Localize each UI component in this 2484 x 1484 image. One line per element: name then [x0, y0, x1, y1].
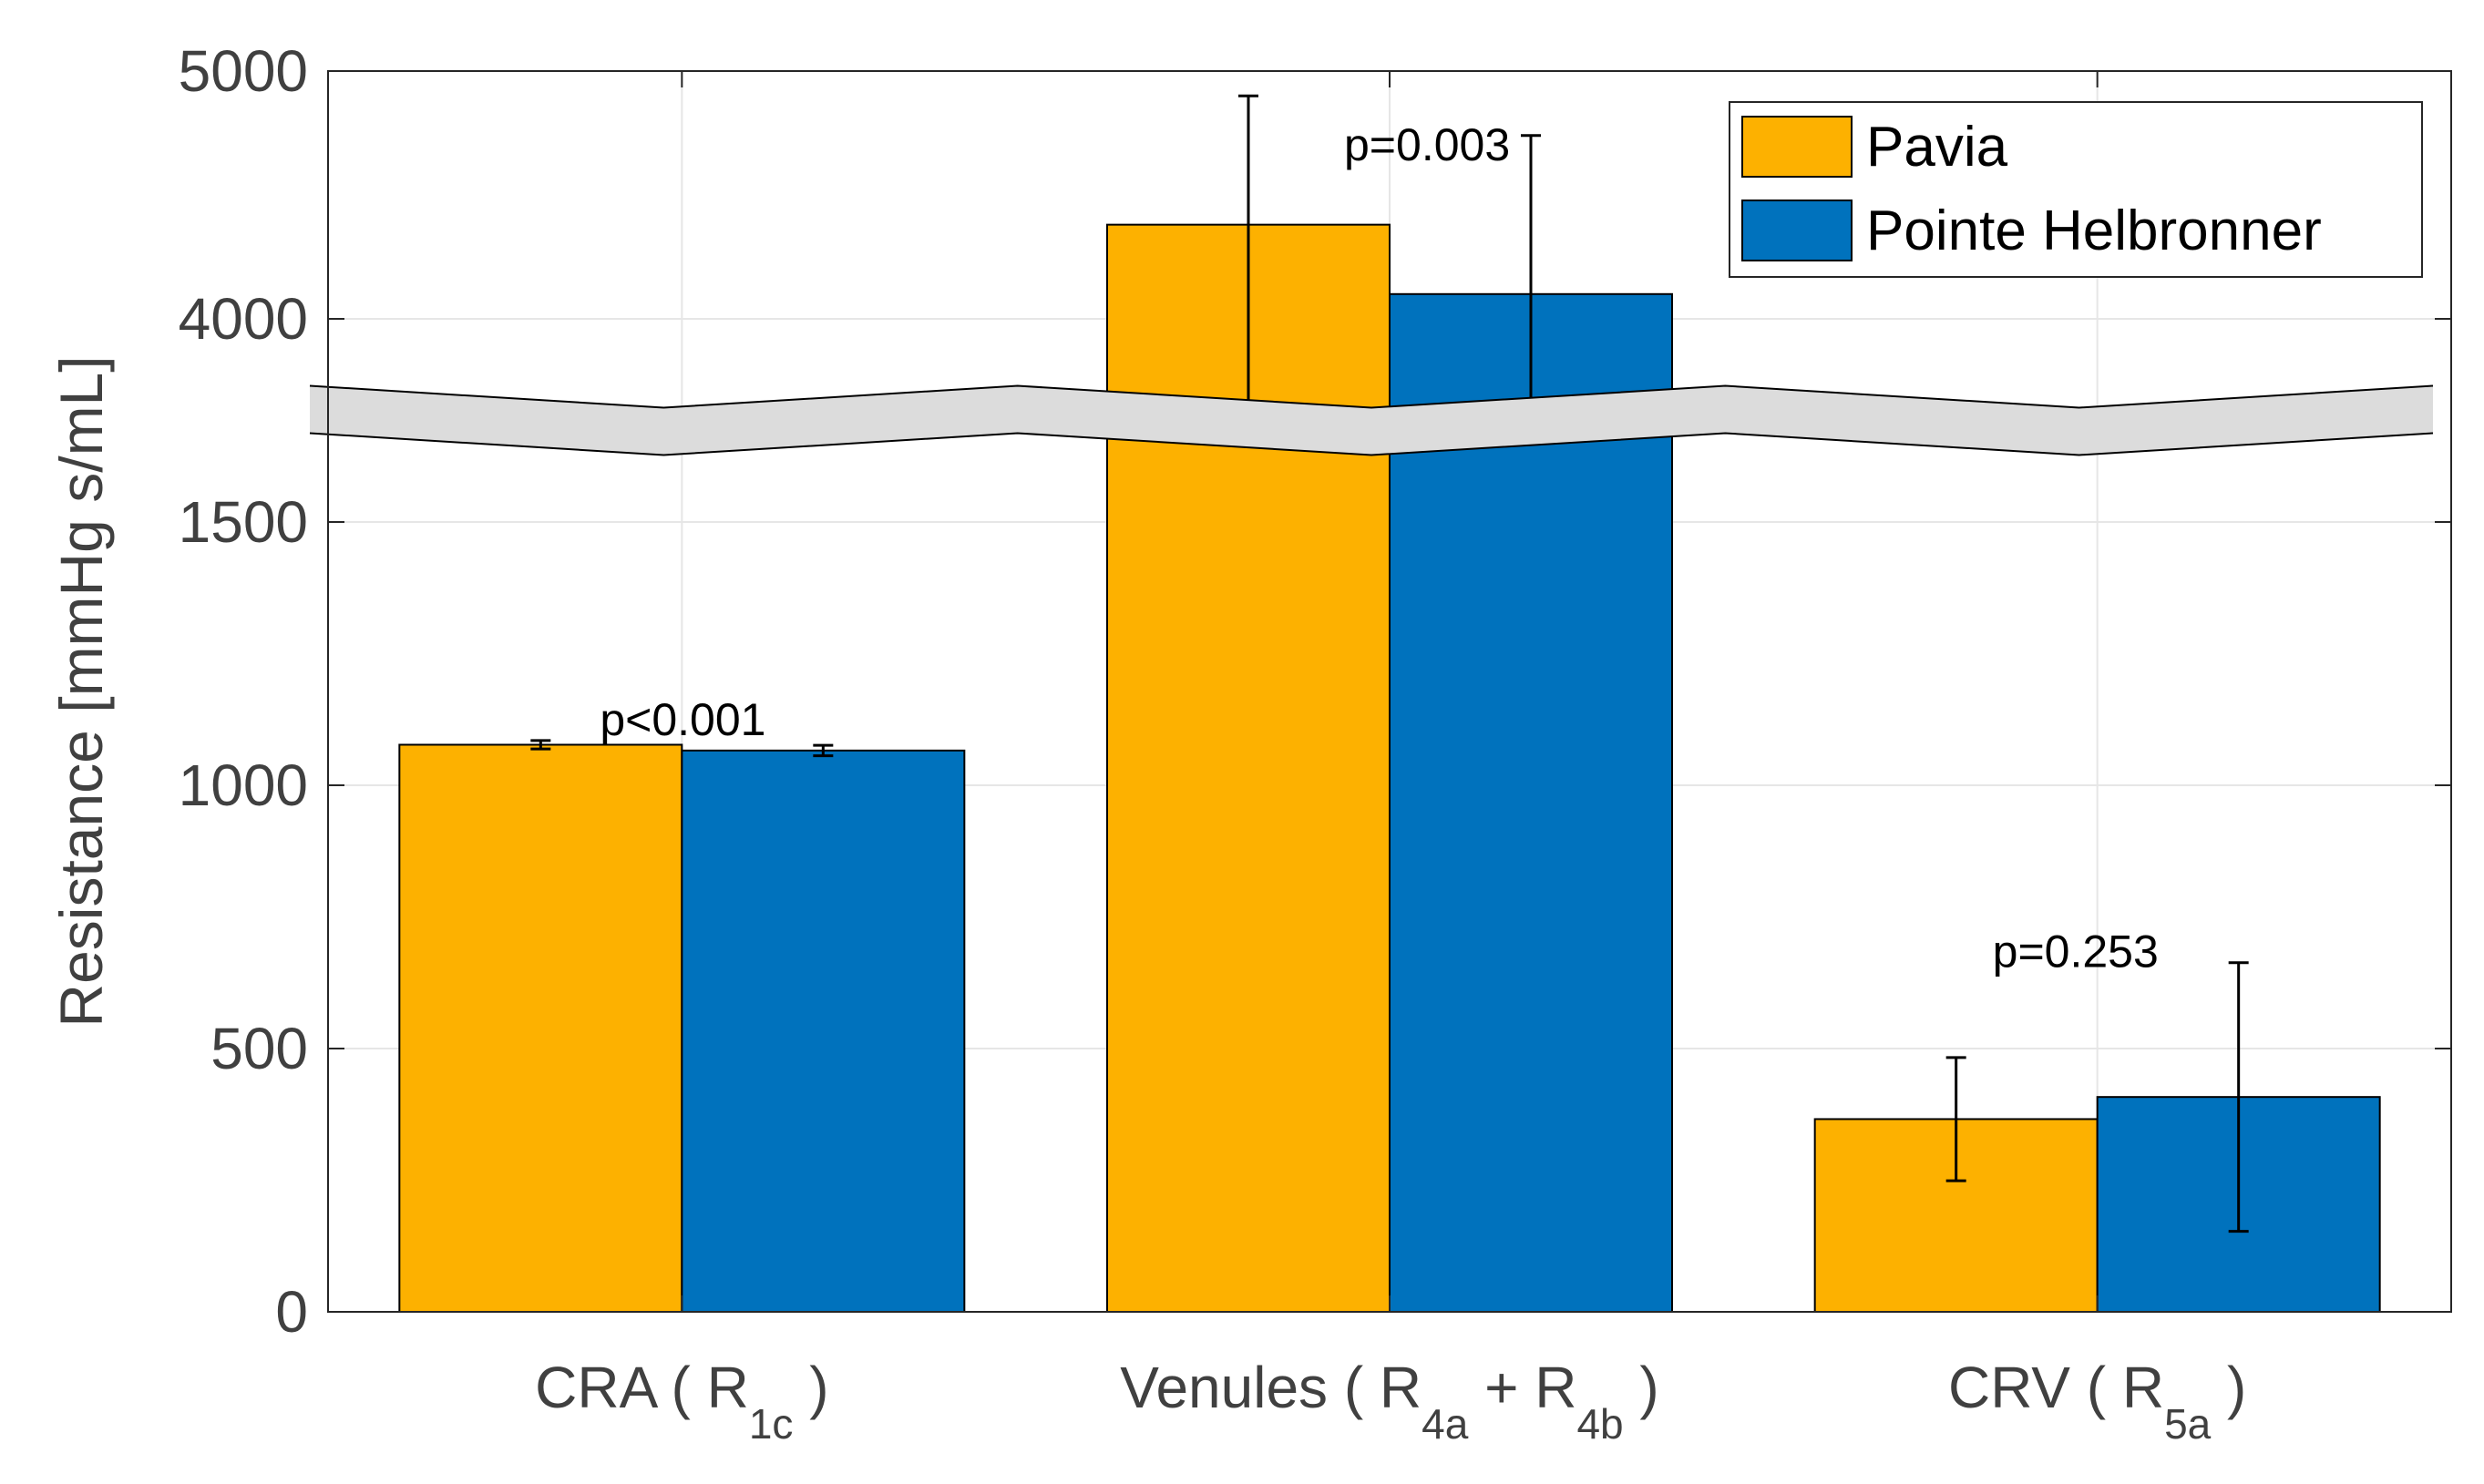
legend-label-pavia: Pavia: [1866, 116, 2008, 179]
bars: [398, 223, 2381, 1314]
legend-swatch-pavia: [1741, 116, 1853, 178]
x-tick-label: Venules ( R4a + R4b ): [1120, 1355, 1658, 1448]
x-tick-text: + R: [1468, 1355, 1576, 1420]
y-axis-label: Resistance [mmHg s/mL]: [47, 355, 115, 1027]
x-ticks: CRA ( R1c ) Venules ( R4a + R4b ) CRV ( R5…: [535, 71, 2246, 1448]
error-bars: [530, 94, 2249, 1233]
x-tick-subscript: 4b: [1576, 1400, 1623, 1448]
y-tick-label: 0: [275, 1279, 308, 1345]
x-tick-subscript: 5a: [2164, 1400, 2212, 1448]
axis-break-band: [310, 385, 2433, 455]
y-ticks: 0 500 1000 1500 4000 5000: [179, 38, 2451, 1345]
legend[interactable]: Pavia Pointe Helbronner: [1729, 101, 2423, 278]
x-tick-text: CRV ( R: [1948, 1355, 2164, 1420]
bar: [681, 749, 966, 1313]
y-tick-label: 500: [210, 1016, 308, 1081]
x-tick-text: ): [1624, 1355, 1659, 1420]
x-tick-label: CRV ( R5a ): [1948, 1355, 2246, 1448]
bar: [398, 743, 683, 1313]
x-tick-label: CRA ( R1c ): [535, 1355, 828, 1448]
p-value-label: p<0.001: [600, 694, 765, 745]
y-tick-label: 1000: [179, 752, 308, 818]
y-tick-label: 4000: [179, 286, 308, 352]
y-tick-label: 1500: [179, 489, 308, 555]
axis-break-edge-bottom: [309, 432, 2434, 456]
legend-label-pointe-helbronner: Pointe Helbronner: [1866, 200, 2322, 262]
x-tick-text: CRA ( R: [535, 1355, 749, 1420]
p-value-label: p=0.003: [1344, 119, 1510, 170]
x-tick-text: ): [2211, 1355, 2246, 1420]
x-tick-text: ): [793, 1355, 828, 1420]
bar: [1389, 292, 1673, 1313]
x-tick-text: Venules ( R: [1120, 1355, 1422, 1420]
p-value-annotations: p<0.001 p=0.003 p=0.253: [600, 119, 2158, 977]
x-tick-subscript: 1c: [749, 1400, 794, 1448]
axis-break: [309, 384, 2434, 456]
y-tick-label: 5000: [179, 38, 308, 104]
legend-swatch-pointe-helbronner: [1741, 200, 1853, 261]
axis-break-edge-top: [309, 384, 2434, 409]
x-tick-subscript: 4a: [1422, 1400, 1469, 1448]
p-value-label: p=0.253: [1993, 926, 2159, 977]
